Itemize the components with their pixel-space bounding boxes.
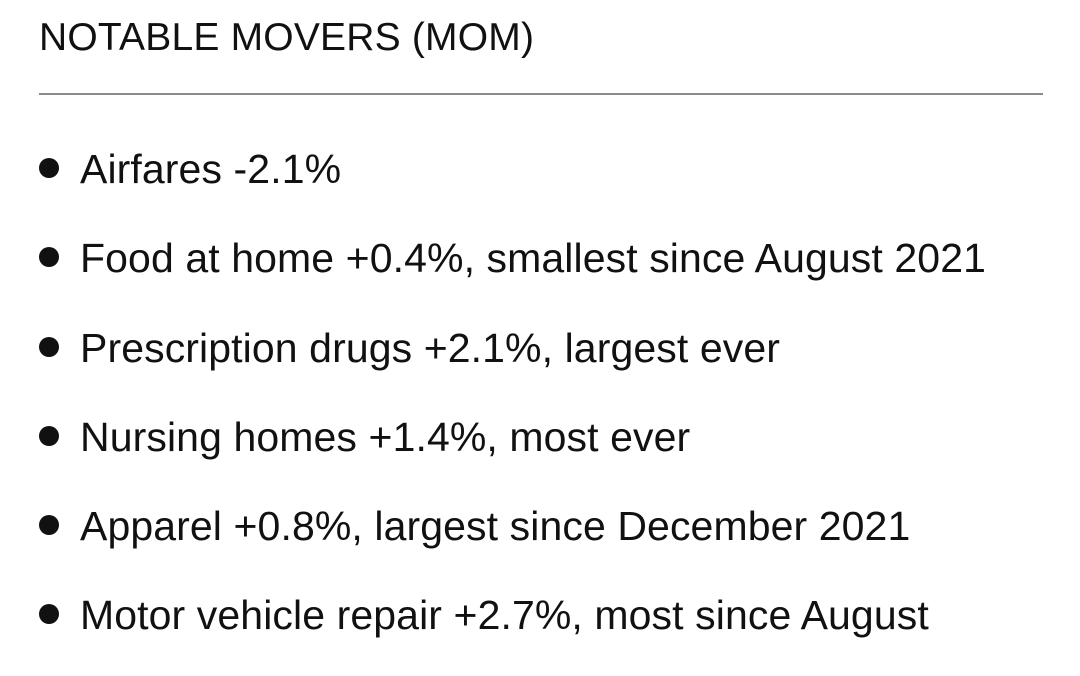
bullet-icon [39,336,59,357]
list-item-text: Airfares -2.1% [80,146,342,192]
movers-panel: NOTABLE MOVERS (MOM) Airfares -2.1% Food… [39,0,1043,656]
bullet-icon [39,247,59,268]
title-divider [39,93,1043,95]
list-item-text: Food at home +0.4%, smallest since Augus… [80,235,986,282]
list-item-text: Prescription drugs +2.1%, largest ever [80,324,780,371]
bullet-icon [39,425,59,446]
bullet-icon [39,604,59,625]
bullet-icon [39,515,59,536]
panel-title: NOTABLE MOVERS (MOM) [39,16,535,59]
list-item-text: Apparel +0.8%, largest since December 20… [80,503,911,550]
bullet-icon [39,158,59,178]
list-item-text: Motor vehicle repair +2.7%, most since A… [80,592,929,639]
list-item-text: Nursing homes +1.4%, most ever [80,413,691,460]
